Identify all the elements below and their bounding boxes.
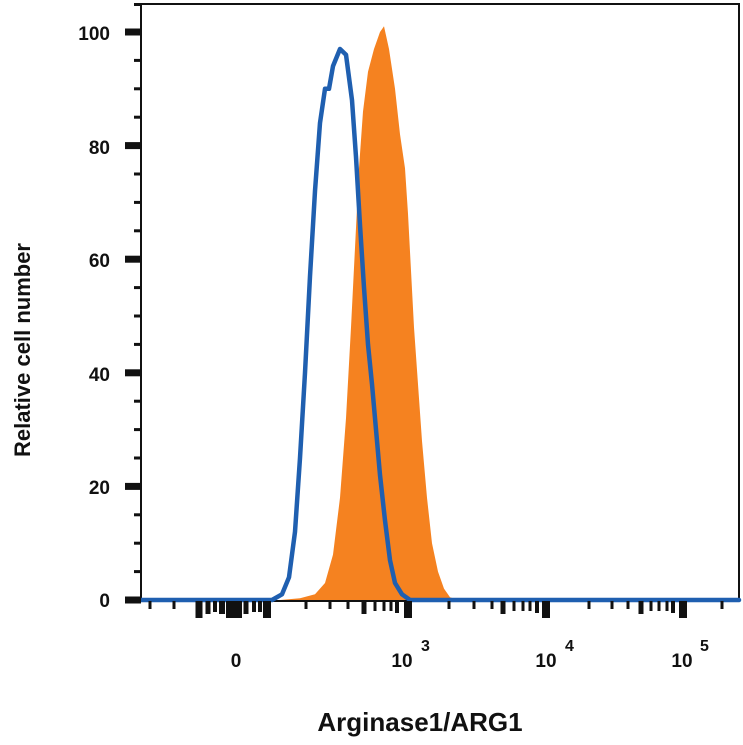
x-tick <box>638 601 644 614</box>
y-axis-title: Relative cell number <box>10 243 35 457</box>
x-tick <box>528 601 532 611</box>
x-tick <box>213 601 217 612</box>
plot-frame <box>140 3 740 602</box>
x-tick <box>195 601 203 618</box>
x-tick-1e4: 10 4 <box>535 638 574 672</box>
y-minor-tick <box>134 399 141 403</box>
x-tick <box>447 601 451 609</box>
x-tick <box>328 601 332 609</box>
x-tick <box>205 601 211 614</box>
y-tick-40: 40 <box>89 365 110 386</box>
x-tick <box>395 601 399 613</box>
x-tick <box>304 601 308 609</box>
x-tick <box>472 601 476 609</box>
x-tick <box>219 601 225 614</box>
y-minor-tick <box>134 342 141 346</box>
x-tick <box>512 601 516 611</box>
y-tick-60: 60 <box>89 251 110 272</box>
x-tick <box>542 601 550 618</box>
x-tick <box>610 601 614 609</box>
y-minor-tick <box>134 314 141 318</box>
y-axis-tick-labels: 0 20 40 60 80 100 <box>78 24 110 612</box>
y-minor-tick <box>134 58 141 62</box>
x-tick <box>361 601 367 614</box>
x-tick <box>243 601 249 614</box>
isotype-control-outline <box>138 46 742 603</box>
y-tick-100: 100 <box>78 24 110 45</box>
y-minor-tick <box>134 541 141 545</box>
x-tick <box>535 601 539 613</box>
y-tick-20: 20 <box>89 478 110 499</box>
y-minor-tick <box>134 229 141 233</box>
y-axis-ticks <box>125 3 141 604</box>
x-tick-1e5-base: 10 <box>671 651 692 672</box>
y-minor-tick <box>134 3 141 6</box>
x-tick <box>649 601 653 611</box>
x-tick <box>346 601 350 609</box>
x-tick <box>679 601 687 618</box>
y-minor-tick <box>134 456 141 460</box>
x-tick <box>234 601 242 618</box>
x-tick <box>657 601 661 611</box>
x-axis-tick-labels: 0 10 3 10 4 10 5 <box>231 638 709 672</box>
x-tick-1e5-exp: 5 <box>700 638 709 655</box>
y-minor-tick <box>134 172 141 176</box>
x-tick <box>226 601 234 618</box>
y-tick-80: 80 <box>89 138 110 159</box>
y-minor-tick <box>134 570 141 574</box>
y-minor-tick <box>134 87 141 91</box>
x-tick <box>382 601 386 611</box>
y-major-tick <box>125 255 141 263</box>
x-axis-title: Arginase1/ARG1 <box>317 707 522 737</box>
y-minor-tick <box>134 286 141 290</box>
x-tick <box>500 601 506 614</box>
x-tick <box>172 601 176 609</box>
x-tick <box>490 601 494 609</box>
x-tick <box>665 601 669 611</box>
x-tick-1e4-exp: 4 <box>565 638 574 655</box>
x-tick <box>148 601 152 609</box>
x-tick <box>626 601 630 609</box>
x-tick <box>252 601 256 612</box>
y-major-tick <box>125 142 141 150</box>
x-tick-1e3-base: 10 <box>391 651 412 672</box>
y-minor-tick <box>134 200 141 204</box>
y-minor-tick <box>134 115 141 119</box>
x-tick <box>404 601 412 618</box>
x-tick-0: 0 <box>231 651 242 672</box>
y-major-tick <box>125 482 141 490</box>
y-minor-tick <box>134 513 141 517</box>
y-major-tick <box>125 28 141 36</box>
x-axis-ticks <box>148 601 724 618</box>
x-tick-1e4-base: 10 <box>535 651 556 672</box>
x-tick <box>389 601 393 611</box>
y-major-tick <box>125 596 141 604</box>
y-major-tick <box>125 369 141 377</box>
x-tick <box>373 601 377 611</box>
x-tick <box>521 601 525 611</box>
series-layer <box>138 26 742 603</box>
x-tick <box>258 601 262 612</box>
x-tick-1e3-exp: 3 <box>421 638 430 655</box>
x-tick-1e3: 10 3 <box>391 638 430 672</box>
x-tick <box>263 601 271 618</box>
x-tick-1e5: 10 5 <box>671 638 709 672</box>
y-tick-0: 0 <box>99 591 110 612</box>
x-tick <box>587 601 591 609</box>
y-minor-tick <box>134 428 141 432</box>
x-tick <box>720 601 724 609</box>
x-tick <box>671 601 675 613</box>
